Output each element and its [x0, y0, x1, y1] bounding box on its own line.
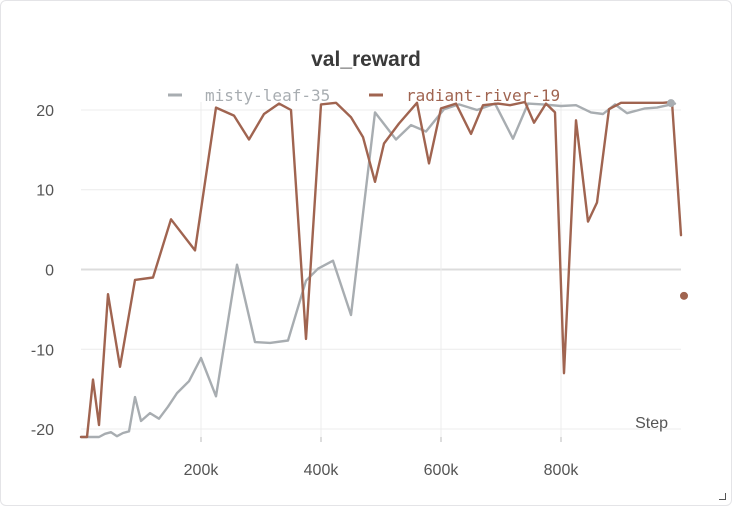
series-line-radiant-river-19[interactable] [79, 100, 683, 439]
y-axis-ticks: 20 10 0 -10 -20 [31, 103, 54, 439]
y-tick-label: -10 [31, 342, 54, 359]
x-axis-label: Step [635, 415, 668, 432]
markers [667, 99, 688, 300]
series-line-misty-leaf-35[interactable] [79, 102, 677, 439]
grid [81, 102, 681, 437]
point-marker[interactable] [680, 291, 688, 300]
x-axis-ticks: 200k 400k 600k 800k [184, 437, 580, 479]
x-tick-label: 600k [424, 462, 460, 479]
x-tick-label: 200k [184, 462, 220, 479]
resize-handle-icon[interactable] [719, 493, 726, 500]
chart-title: val_reward [311, 48, 421, 71]
legend: misty-leaf-35 radiant-river-19 [168, 86, 560, 105]
y-tick-label: -20 [31, 422, 54, 439]
x-tick-label: 800k [544, 462, 580, 479]
y-tick-label: 20 [36, 103, 54, 120]
series-lines [79, 100, 683, 439]
legend-label-radiant-river-19[interactable]: radiant-river-19 [406, 86, 560, 105]
series-end-marker [667, 99, 675, 108]
y-tick-label: 0 [45, 263, 54, 280]
x-tick-label: 400k [304, 462, 340, 479]
y-tick-label: 10 [36, 183, 54, 200]
legend-label-misty-leaf-35[interactable]: misty-leaf-35 [205, 86, 330, 105]
